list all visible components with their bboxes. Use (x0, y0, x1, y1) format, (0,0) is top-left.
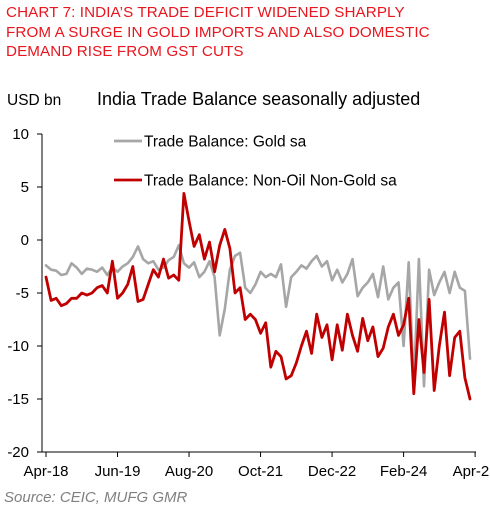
legend-label-gold: Trade Balance: Gold sa (144, 134, 307, 151)
x-tick-labels: Apr-18 Jun-19 Aug-20 Oct-21 Dec-22 Feb-24 Apr-… (23, 463, 490, 480)
x-tick-label: Oct-21 (238, 463, 283, 480)
y-tick-label: 5 (21, 179, 29, 196)
legend-label-non-oil-non-gold: Trade Balance: Non-Oil Non-Gold sa (144, 173, 397, 190)
series-line-non-oil-non-gold (44, 191, 472, 401)
x-tick-label: Apr-18 (23, 463, 68, 480)
y-tick-label: 10 (12, 126, 29, 143)
x-tick-label: Dec-22 (308, 463, 356, 480)
series-lines (44, 191, 472, 401)
x-tick-label: Aug-20 (165, 463, 213, 480)
x-tick-label: Feb-24 (380, 463, 428, 480)
heading-line-1: CHART 7: INDIA’S TRADE DEFICIT WIDENED S… (6, 4, 405, 21)
y-tick-labels: 10 5 0 -5 -10 -15 -20 (7, 126, 29, 461)
axes (37, 133, 476, 457)
y-tick-label: -15 (7, 391, 29, 408)
heading-line-3: DEMAND RISE FROM GST CUTS (6, 43, 244, 60)
y-tick-label: -10 (7, 338, 29, 355)
y-tick-label: -20 (7, 444, 29, 461)
chart-heading: CHART 7: INDIA’S TRADE DEFICIT WIDENED S… (6, 3, 486, 62)
x-tick-label: Apr-25 (453, 463, 490, 480)
y-axis-unit-label: USD bn (7, 92, 62, 109)
x-tick-label: Jun-19 (95, 463, 141, 480)
legend: Trade Balance: Gold sa Trade Balance: Non… (114, 134, 397, 190)
source-note: Source: CEIC, MUFG GMR (4, 489, 188, 506)
y-tick-label: -5 (16, 285, 29, 302)
heading-line-2: FROM A SURGE IN GOLD IMPORTS AND ALSO DO… (6, 23, 430, 41)
y-tick-label: 0 (21, 232, 29, 249)
chart-title: India Trade Balance seasonally adjusted (97, 89, 421, 109)
series-line-gold (44, 244, 472, 388)
